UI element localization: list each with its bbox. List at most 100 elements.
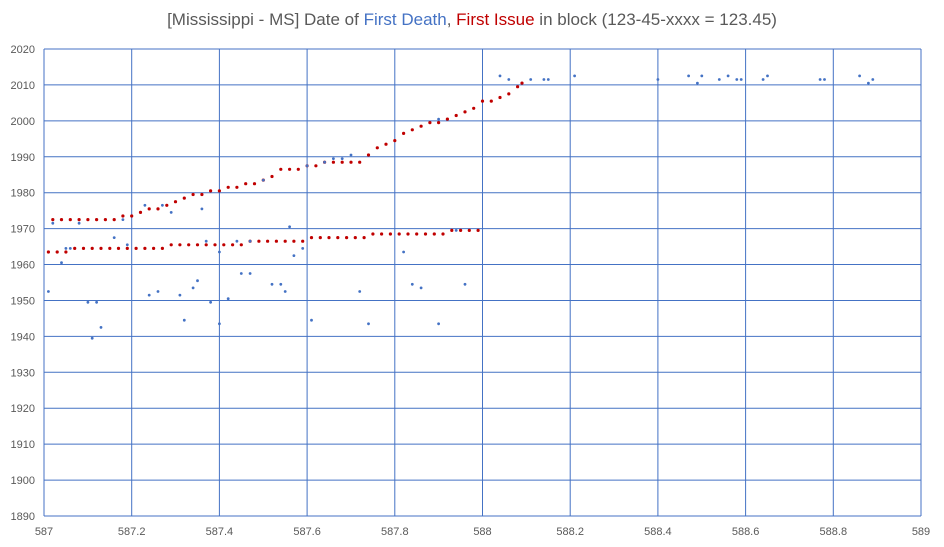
first-issue-point <box>77 218 81 222</box>
y-tick-label: 1990 <box>11 152 35 164</box>
first-issue-point <box>472 106 476 110</box>
first-death-point <box>871 78 875 81</box>
first-death-point <box>204 239 208 243</box>
x-tick-label: 587 <box>35 526 53 538</box>
first-issue-point <box>160 246 164 250</box>
first-issue-point <box>68 218 72 222</box>
first-death-point <box>191 286 195 290</box>
first-death-point <box>161 203 164 207</box>
first-issue-point <box>226 185 230 189</box>
first-issue-point <box>209 189 213 193</box>
first-death-point <box>367 322 370 326</box>
first-issue-point <box>353 236 357 240</box>
first-issue-point <box>200 192 204 197</box>
first-issue-point <box>46 250 51 254</box>
first-issue-point <box>222 243 226 247</box>
x-tick-label: 587.2 <box>118 526 146 538</box>
first-issue-point <box>423 232 428 236</box>
first-issue-point <box>125 246 129 250</box>
first-issue-point <box>270 174 274 179</box>
first-death-point <box>86 300 90 304</box>
first-issue-point <box>51 218 55 222</box>
first-issue-point <box>182 196 186 200</box>
first-issue-point <box>235 185 239 189</box>
first-death-point <box>226 297 230 301</box>
first-issue-point <box>112 218 116 222</box>
first-issue-point <box>450 228 454 232</box>
tick-labels: 1890 1900 1910 1920 1930 1940 1950 1960 1970 1980… <box>11 44 931 538</box>
first-death-point <box>248 239 252 243</box>
first-issue-point <box>213 243 217 247</box>
first-issue-point <box>283 239 287 243</box>
first-death-point <box>239 272 243 275</box>
first-issue-point <box>340 160 344 164</box>
first-issue-point <box>143 246 147 250</box>
first-issue-point <box>169 243 173 247</box>
first-issue-point <box>480 99 485 103</box>
first-death-point <box>182 318 186 322</box>
title-first-death: First Death <box>363 10 447 29</box>
first-death-point <box>196 279 199 283</box>
first-death-point <box>761 78 765 81</box>
first-death-point <box>687 74 690 78</box>
title-first-issue: First Issue <box>456 10 535 29</box>
first-death-point <box>95 300 98 304</box>
x-tick-label: 588.4 <box>644 526 672 538</box>
first-death-point <box>77 221 81 225</box>
first-issue-point <box>314 164 318 168</box>
first-issue-point <box>288 167 292 171</box>
first-issue-point <box>415 232 419 236</box>
first-issue-point <box>402 131 406 135</box>
first-death-point <box>310 318 313 322</box>
title-prefix: [Mississippi - MS] Date of <box>167 10 364 29</box>
first-issue-point <box>345 236 349 240</box>
first-death-point <box>323 160 326 164</box>
x-tick-label: 589 <box>912 526 930 538</box>
first-death-point <box>546 78 550 81</box>
first-death-point <box>766 74 769 78</box>
first-issue-point <box>279 167 283 171</box>
y-tick-label: 2000 <box>11 116 35 128</box>
first-issue-point <box>252 182 257 186</box>
first-issue-point <box>204 243 208 247</box>
first-death-point <box>340 157 344 161</box>
first-death-point <box>437 117 440 121</box>
first-death-point <box>248 272 252 275</box>
first-issue-point <box>318 236 322 240</box>
first-issue-point <box>217 189 221 193</box>
first-issue-point <box>152 246 156 250</box>
first-issue-point <box>445 117 449 121</box>
first-issue-point <box>231 243 235 247</box>
first-death-point <box>68 247 72 250</box>
first-death-point <box>64 247 68 250</box>
first-issue-point <box>187 243 191 247</box>
first-issue-point <box>99 246 103 250</box>
first-issue-point <box>441 232 445 236</box>
first-issue-point <box>463 110 467 114</box>
y-tick-label: 2010 <box>11 80 35 92</box>
first-death-point <box>305 164 309 168</box>
first-issue-point <box>103 218 107 222</box>
first-issue-point <box>437 121 441 125</box>
first-issue-point <box>388 232 392 236</box>
first-death-point <box>529 78 533 81</box>
first-issue-point <box>380 232 384 236</box>
first-issue-point <box>406 232 410 236</box>
first-death-point <box>121 218 125 222</box>
first-death-point <box>573 74 576 78</box>
first-issue-point <box>90 246 94 250</box>
first-issue-point <box>419 124 423 128</box>
first-death-point <box>60 261 63 265</box>
first-death-point <box>169 211 173 214</box>
x-tick-label: 587.6 <box>293 526 321 538</box>
first-death-point <box>823 78 826 81</box>
x-tick-label: 588.2 <box>556 526 584 538</box>
data-points <box>46 74 875 340</box>
first-issue-point <box>432 232 436 236</box>
first-death-point <box>99 326 103 329</box>
first-death-point <box>279 282 283 286</box>
first-death-point <box>292 254 296 257</box>
first-death-point <box>270 282 274 286</box>
first-death-point <box>498 74 502 78</box>
